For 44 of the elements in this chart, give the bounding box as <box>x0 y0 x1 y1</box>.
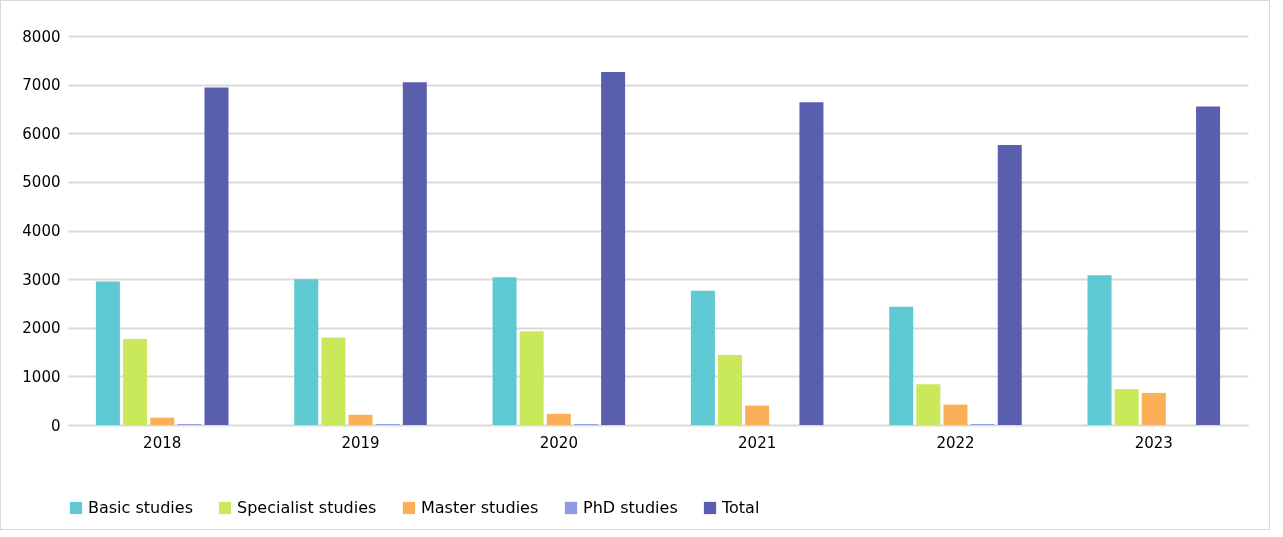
bar <box>943 404 968 425</box>
x-tick-label: 2020 <box>539 433 578 452</box>
x-tick-label: 2021 <box>738 433 777 452</box>
x-tick-label: 2023 <box>1134 433 1173 452</box>
y-tick-label: 2000 <box>22 319 61 338</box>
bar <box>690 290 715 425</box>
y-tick-label: 6000 <box>22 124 61 143</box>
bar <box>321 337 346 425</box>
x-tick-label: 2019 <box>341 433 380 452</box>
legend-label: Total <box>721 498 760 517</box>
bar <box>1196 106 1221 425</box>
bar <box>348 414 373 425</box>
bar <box>889 306 914 425</box>
bar <box>204 87 229 425</box>
bar <box>1141 392 1166 425</box>
bar <box>718 354 743 425</box>
y-tick-label: 3000 <box>22 270 61 289</box>
bar <box>546 413 571 425</box>
legend-label: Specialist studies <box>237 498 377 517</box>
bar <box>402 82 427 425</box>
legend-label: PhD studies <box>583 498 678 517</box>
x-tick-label: 2022 <box>936 433 975 452</box>
bar <box>601 71 626 425</box>
y-tick-label: 7000 <box>22 76 61 95</box>
bar <box>916 384 941 425</box>
bar <box>997 144 1022 425</box>
y-tick-label: 5000 <box>22 173 61 192</box>
bar <box>492 277 517 425</box>
y-tick-label: 1000 <box>22 367 61 386</box>
legend-label: Master studies <box>421 498 539 517</box>
y-tick-label: 0 <box>50 416 61 435</box>
bar <box>95 281 120 425</box>
bar <box>519 331 544 425</box>
x-tick-label: 2018 <box>143 433 182 452</box>
y-tick-label: 8000 <box>22 27 61 46</box>
bar <box>799 102 824 425</box>
bar <box>745 405 770 425</box>
legend-label: Basic studies <box>88 498 193 517</box>
bar <box>294 279 319 425</box>
bar <box>150 417 175 425</box>
bar <box>123 338 148 425</box>
bar <box>1114 389 1139 425</box>
bar <box>1087 275 1112 425</box>
y-tick-label: 4000 <box>22 222 61 240</box>
